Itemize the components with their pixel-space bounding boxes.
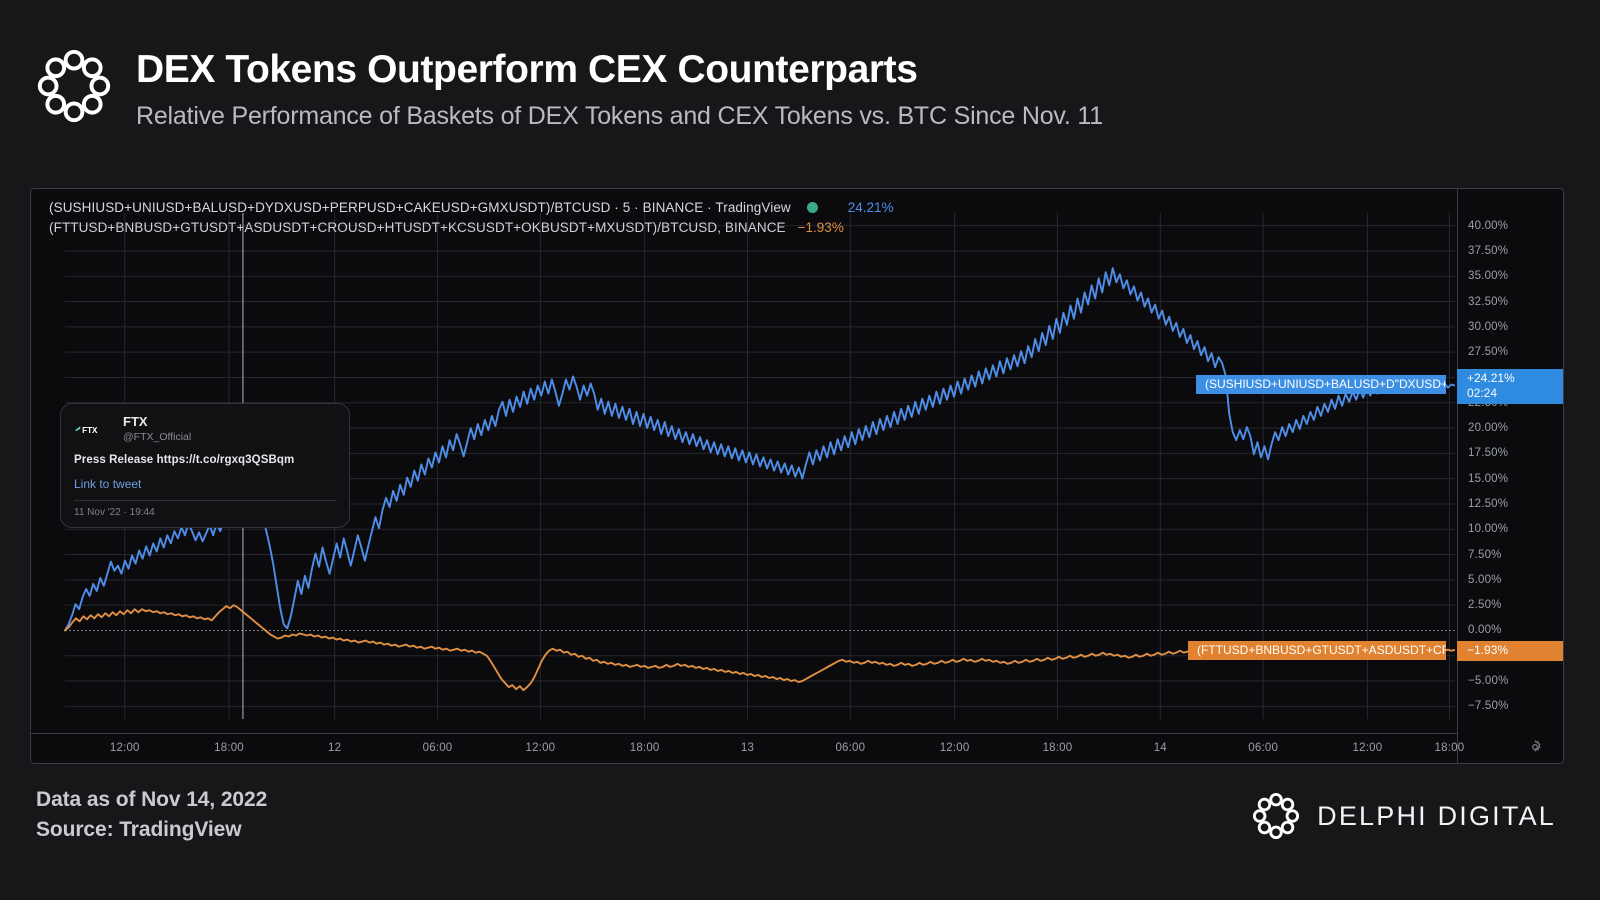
legend-label-dex: (SUSHIUSD+UNIUSD+BALUSD+DYDXUSD+PERPUSD+… [49, 199, 791, 215]
x-tick-label: 06:00 [422, 742, 453, 754]
chart-legend: (SUSHIUSD+UNIUSD+BALUSD+DYDXUSD+PERPUSD+… [49, 197, 894, 237]
series-pill-dex: (SUSHIUSD+UNIUSD+BALUSD+D"DXUSD+PERPU... [1196, 375, 1446, 395]
tweet-divider [74, 499, 336, 501]
price-tag-cex-value: −1.93% [1467, 642, 1509, 657]
tweet-author-name: FTX [123, 414, 148, 429]
y-tick-label: 10.00% [1468, 523, 1509, 536]
legend-label-cex: (FTTUSD+BNBUSD+GTUSDT+ASDUSDT+CROUSD+HTU… [49, 219, 786, 235]
x-tick-label: 18:00 [629, 742, 660, 754]
y-tick-label: 2.50% [1468, 599, 1502, 612]
price-tag-cex: −1.93% [1457, 640, 1563, 661]
page-title: DEX Tokens Outperform CEX Counterparts [136, 48, 918, 91]
legend-row-cex[interactable]: (FTTUSD+BNBUSD+GTUSDT+ASDUSDT+CROUSD+HTU… [49, 217, 894, 237]
y-tick-label: −5.00% [1468, 675, 1509, 688]
x-tick-label: 18:00 [1042, 742, 1073, 754]
delphi-ring-icon [1252, 792, 1300, 840]
y-tick-label: 37.50% [1468, 244, 1509, 257]
x-tick-label: 18:00 [1434, 742, 1465, 754]
price-chart [64, 213, 1455, 719]
y-tick-label: 15.00% [1468, 472, 1509, 485]
svg-text:FTX: FTX [82, 426, 98, 435]
footer-brand: DELPHI DIGITAL [1252, 792, 1556, 840]
legend-value-cex: −1.93% [797, 219, 844, 235]
delphi-ring-icon [36, 48, 112, 124]
y-tick-label: 30.00% [1468, 320, 1509, 333]
x-tick-label: 12:00 [109, 742, 140, 754]
price-scale[interactable]: 40.00%37.50%35.00%32.50%30.00%27.50%25.0… [1457, 189, 1563, 763]
legend-row-dex[interactable]: (SUSHIUSD+UNIUSD+BALUSD+DYDXUSD+PERPUSD+… [49, 197, 894, 217]
y-tick-label: 32.50% [1468, 295, 1509, 308]
y-tick-label: 20.00% [1468, 422, 1509, 435]
gear-icon[interactable] [1527, 739, 1543, 755]
x-tick-label: 12:00 [939, 742, 970, 754]
y-tick-label: 5.00% [1468, 573, 1502, 586]
price-tag-dex-time: 02:24 [1467, 386, 1498, 401]
time-scale[interactable]: 12:00 18:00 12 06:00 12:00 18:00 13 06:00 12:00 1… [31, 733, 1464, 763]
x-tick-label: 06:00 [835, 742, 866, 754]
legend-value-dex: 24.21% [847, 199, 894, 215]
x-tick-label: 06:00 [1248, 742, 1279, 754]
y-tick-label: 17.50% [1468, 447, 1509, 460]
page-subtitle: Relative Performance of Baskets of DEX T… [136, 101, 1103, 130]
tweet-body: Press Release https://t.co/rgxq3QSBqm [74, 453, 295, 466]
price-tag-dex-value: +24.21% [1467, 371, 1515, 386]
x-tick-label: 12 [328, 742, 342, 754]
y-tick-label: 35.00% [1468, 270, 1509, 283]
tweet-header: FTX FTX @FTX_Official [74, 414, 336, 445]
y-tick-label: 27.50% [1468, 346, 1509, 359]
y-tick-label: 40.00% [1468, 219, 1509, 232]
status-dot-icon [806, 201, 818, 213]
y-tick-label: −7.50% [1468, 700, 1509, 713]
x-tick-label: 13 [740, 742, 755, 754]
x-tick-label: 18:00 [214, 742, 244, 754]
footer-source-name: Source: TradingView [36, 818, 242, 842]
delphi-wordmark: DELPHI DIGITAL [1317, 800, 1556, 831]
tweet-timestamp: 11 Nov '22 · 19:44 [74, 506, 155, 518]
footer-source: Data as of Nov 14, 2022 Source: TradingV… [36, 785, 267, 846]
tweet-author-handle: @FTX_Official [123, 430, 192, 443]
x-tick-label: 12:00 [525, 742, 556, 754]
footer-data-date: Data as of Nov 14, 2022 [36, 788, 268, 811]
price-tag-dex: +24.21% 02:24 [1457, 369, 1563, 404]
tweet-link[interactable]: Link to tweet [74, 476, 142, 491]
x-tick-label: 12:00 [1352, 742, 1383, 754]
ftx-logo-icon: FTX [74, 419, 114, 441]
tweet-annotation-card[interactable]: FTX FTX @FTX_Official Press Release http… [60, 403, 350, 528]
y-tick-label: 12.50% [1468, 497, 1509, 510]
plot-area[interactable] [43, 191, 1455, 729]
header: DEX Tokens Outperform CEX Counterparts R… [36, 44, 1103, 131]
y-tick-label: 7.50% [1468, 548, 1502, 561]
series-pill-cex: (FTTUSD+BNBUSD+GTUSDT+ASDUSDT+CROUSD+... [1188, 640, 1446, 660]
x-tick-label: 14 [1153, 742, 1167, 754]
y-tick-label: 0.00% [1468, 624, 1502, 637]
